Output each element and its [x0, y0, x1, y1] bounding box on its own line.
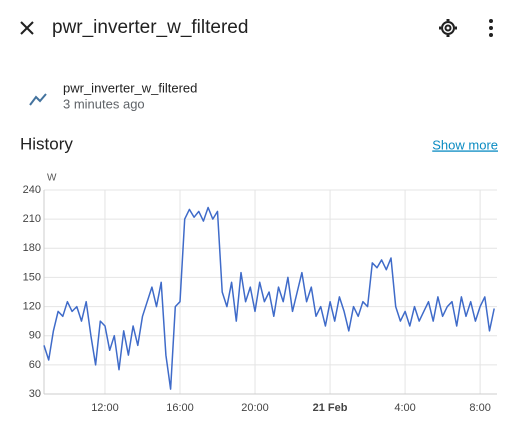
x-tick-label: 8:00 — [469, 402, 490, 414]
y-tick-label: 180 — [23, 242, 41, 254]
y-tick-label: 90 — [29, 330, 41, 342]
x-tick-label: 12:00 — [91, 402, 119, 414]
x-tick-label: 16:00 — [166, 402, 194, 414]
show-more-link[interactable]: Show more — [432, 137, 498, 152]
y-unit: W — [47, 173, 57, 184]
data-line — [43, 206, 495, 390]
y-tick-label: 210 — [23, 213, 41, 225]
y-tick-label: 240 — [23, 184, 41, 196]
settings-button[interactable] — [439, 19, 457, 37]
y-tick-label: 60 — [29, 359, 41, 371]
entity-name: pwr_inverter_w_filtered — [63, 80, 197, 95]
y-tick-label: 30 — [29, 388, 41, 400]
x-tick-label: 21 Feb — [313, 402, 348, 414]
history-title: History — [20, 134, 73, 153]
menu-button[interactable] — [489, 19, 493, 37]
y-tick-label: 120 — [23, 300, 41, 312]
dialog-title: pwr_inverter_w_filtered — [52, 17, 248, 38]
entity-icon — [29, 93, 47, 106]
last-changed: 3 minutes ago — [63, 96, 145, 111]
x-tick-label: 4:00 — [394, 402, 415, 414]
close-button[interactable] — [20, 21, 34, 35]
x-tick-label: 20:00 — [241, 402, 269, 414]
y-tick-label: 150 — [23, 271, 41, 283]
